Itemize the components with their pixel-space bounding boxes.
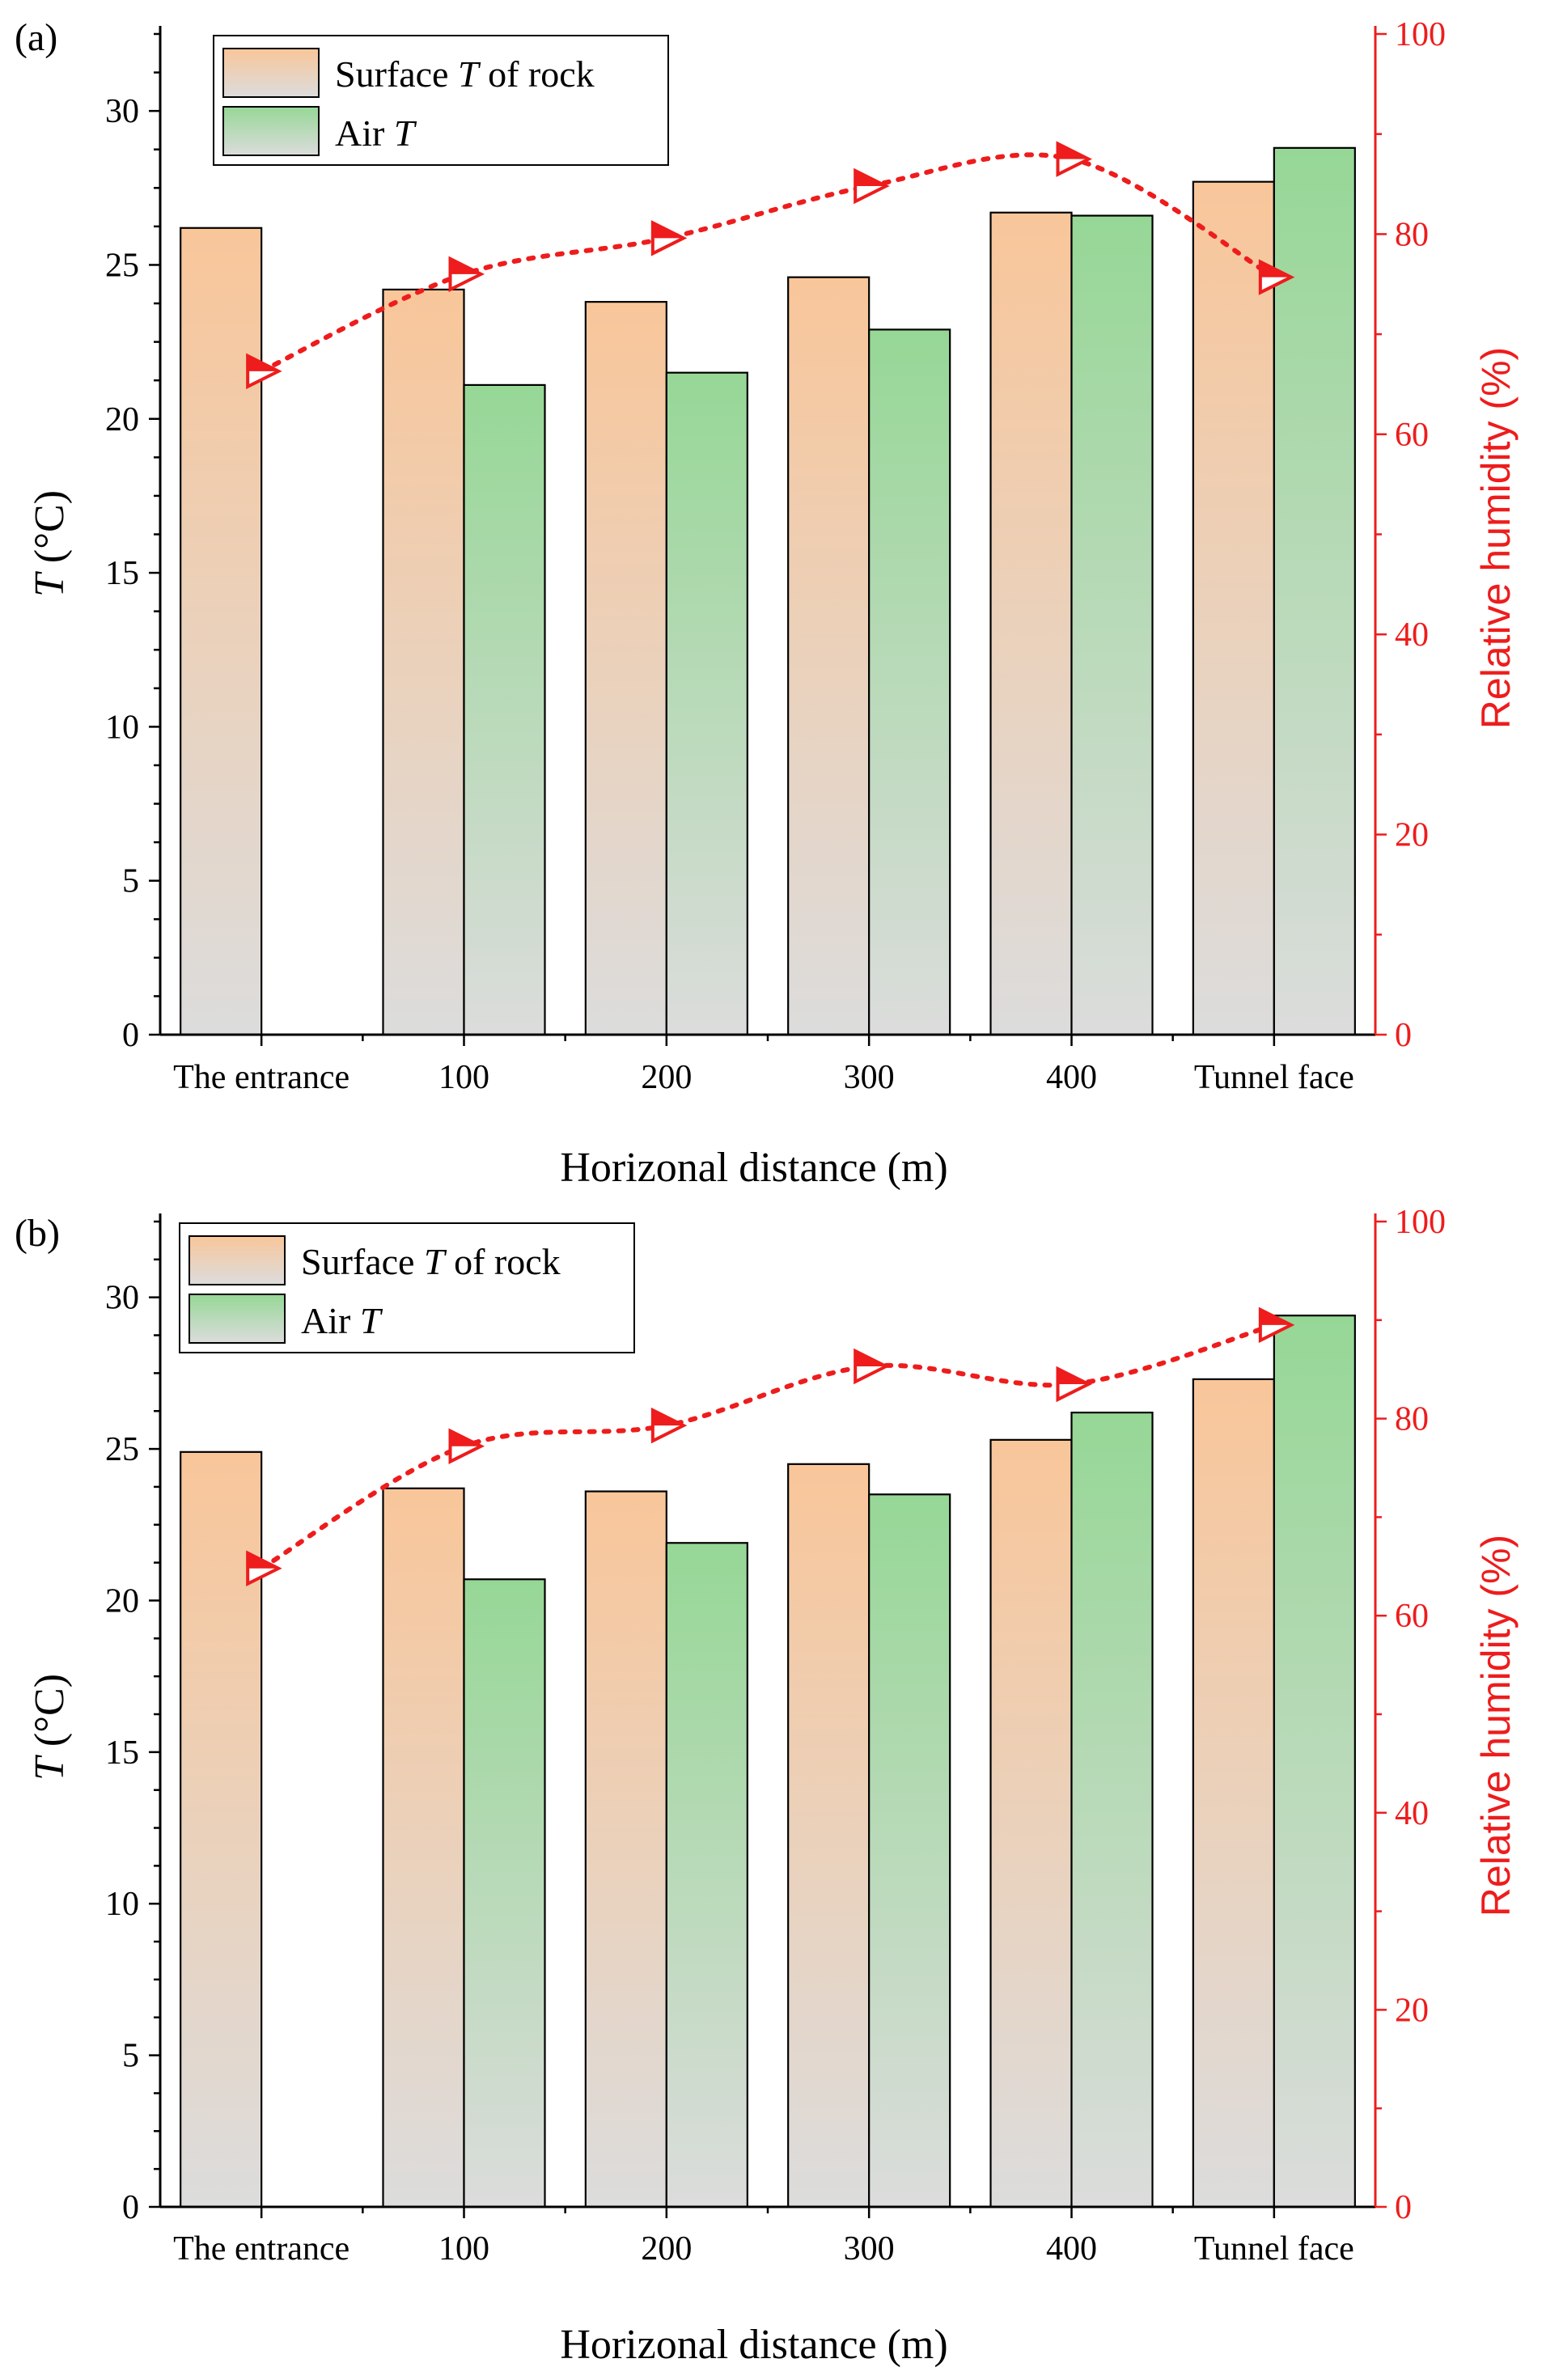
- humidity-marker: [650, 1407, 688, 1444]
- humidity-marker: [246, 1550, 282, 1586]
- humidity-marker: [448, 1428, 485, 1464]
- legend-label-rock: Surface T of rock: [335, 53, 595, 95]
- y-tick-label: 20: [105, 1582, 139, 1620]
- y2-tick-label: 0: [1395, 1017, 1412, 1054]
- x-tick-label: 400: [1046, 2230, 1097, 2268]
- bar-air-temperature: [1273, 146, 1356, 1036]
- x-tick-label: 300: [844, 1059, 895, 1096]
- y-axis-title: T (°C): [27, 490, 73, 597]
- bar-rock-temperature: [382, 288, 465, 1036]
- y2-tick-label: 100: [1395, 1204, 1446, 1241]
- humidity-marker: [1258, 1306, 1295, 1344]
- y-tick-label: 15: [105, 1734, 139, 1772]
- humidity-marker: [246, 353, 282, 390]
- y2-tick-label: 40: [1395, 1795, 1429, 1832]
- x-tick-label: 300: [844, 2230, 895, 2268]
- x-tick-label: 400: [1046, 1059, 1097, 1096]
- y2-tick-label: 60: [1395, 417, 1429, 454]
- legend: Surface T of rock Air T: [213, 35, 669, 166]
- y2-tick-label: 40: [1395, 616, 1429, 654]
- bar-rock-temperature: [1192, 1378, 1275, 2208]
- bar-air-temperature: [665, 371, 748, 1036]
- y2-tick-label: 80: [1395, 216, 1429, 253]
- y2-tick-label: 80: [1395, 1401, 1429, 1438]
- y-tick-label: 0: [122, 2189, 139, 2226]
- y-tick-label: 20: [105, 401, 139, 438]
- y-tick-label: 15: [105, 555, 139, 592]
- panel-label: (b): [15, 1212, 60, 1255]
- bar-rock-temperature: [1192, 180, 1275, 1036]
- x-tick-label: 100: [438, 2230, 489, 2268]
- humidity-marker: [1056, 1366, 1092, 1403]
- x-tick-label: 100: [438, 1059, 489, 1096]
- x-tick-label: The entrance: [173, 2230, 349, 2268]
- legend-swatch-air: [189, 1294, 286, 1344]
- legend-label-rock: Surface T of rock: [301, 1241, 561, 1282]
- y2-tick-label: 0: [1395, 2189, 1412, 2226]
- y2-axis-title: Relative humidity (%): [1473, 347, 1519, 729]
- y2-tick-label: 20: [1395, 817, 1429, 854]
- legend-label-air: Air T: [335, 112, 417, 154]
- y-tick-label: 10: [105, 709, 139, 746]
- legend-swatch-rock: [189, 1235, 286, 1285]
- bar-air-temperature: [868, 1493, 951, 2208]
- y2-tick-label: 20: [1395, 1992, 1429, 2029]
- y-tick-label: 25: [105, 247, 139, 284]
- bar-rock-temperature: [584, 1490, 667, 2208]
- bar-rock-temperature: [989, 211, 1073, 1036]
- x-tick-label: Tunnel face: [1194, 1059, 1354, 1096]
- y-tick-label: 30: [105, 93, 139, 130]
- x-tick-label: 200: [641, 2230, 692, 2268]
- bar-rock-temperature: [382, 1487, 465, 2208]
- legend-label-air: Air T: [301, 1300, 383, 1341]
- bar-air-temperature: [1070, 214, 1154, 1036]
- bar-air-temperature: [463, 1578, 546, 2208]
- humidity-line: [259, 1322, 1277, 1571]
- humidity-line: [259, 152, 1277, 374]
- bar-air-temperature: [463, 383, 546, 1036]
- humidity-marker: [854, 1348, 890, 1385]
- x-tick-label: The entrance: [173, 1059, 349, 1096]
- x-axis-title: Horizonal distance (m): [560, 1145, 947, 1191]
- y-tick-label: 5: [122, 863, 139, 900]
- bar-air-temperature: [868, 328, 951, 1036]
- legend-swatch-air: [222, 106, 320, 156]
- panel-label: (a): [15, 16, 57, 59]
- bar-rock-temperature: [989, 1438, 1073, 2208]
- bar-rock-temperature: [584, 301, 667, 1036]
- legend: Surface T of rock Air T: [179, 1222, 635, 1353]
- bar-air-temperature: [1273, 1315, 1356, 2208]
- bar-rock-temperature: [787, 276, 871, 1036]
- y-axis-title: T (°C): [27, 1674, 73, 1781]
- humidity-marker: [1056, 141, 1092, 177]
- humidity-marker: [1258, 259, 1295, 295]
- x-tick-label: 200: [641, 1059, 692, 1096]
- bar-rock-temperature: [787, 1463, 871, 2208]
- y-tick-label: 5: [122, 2038, 139, 2075]
- x-axis-title: Horizonal distance (m): [560, 2322, 947, 2368]
- y-tick-label: 0: [122, 1017, 139, 1054]
- x-tick-label: Tunnel face: [1194, 2230, 1354, 2268]
- y2-tick-label: 60: [1395, 1598, 1429, 1635]
- legend-swatch-rock: [222, 48, 320, 98]
- y2-axis-title: Relative humidity (%): [1473, 1535, 1519, 1916]
- y-tick-label: 30: [105, 1280, 139, 1317]
- humidity-marker: [650, 220, 688, 256]
- y2-tick-label: 100: [1395, 16, 1446, 53]
- y-tick-label: 10: [105, 1886, 139, 1923]
- humidity-marker: [854, 167, 890, 205]
- bar-air-temperature: [665, 1542, 748, 2208]
- y-tick-label: 25: [105, 1431, 139, 1468]
- humidity-marker: [448, 256, 485, 293]
- bar-air-temperature: [1070, 1412, 1154, 2208]
- bar-rock-temperature: [180, 227, 263, 1036]
